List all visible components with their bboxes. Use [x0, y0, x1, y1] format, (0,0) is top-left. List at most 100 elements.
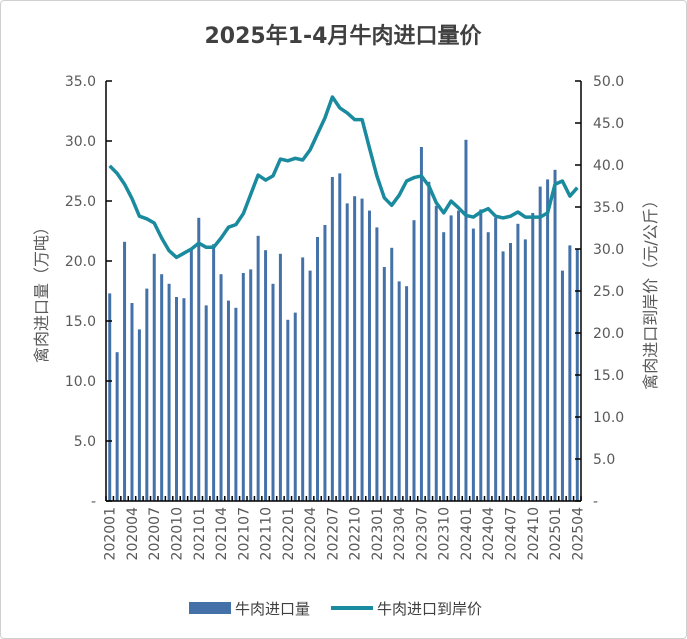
bar-202004	[130, 303, 134, 501]
left-axis-title: 禽肉进口量（万吨）	[32, 219, 51, 363]
right-tick-label: 5.0	[593, 452, 615, 468]
bar-202305	[405, 286, 409, 501]
x-tick-label: 202210	[348, 507, 364, 560]
bar-202003	[123, 241, 127, 502]
bar-202112	[278, 253, 282, 501]
bar-202002	[115, 352, 119, 501]
bar-202010	[175, 297, 179, 501]
bar-202301	[375, 227, 379, 501]
bar-202011	[182, 298, 186, 501]
right-tick-label: 25.0	[593, 284, 624, 300]
bar-202005	[137, 329, 141, 501]
right-tick-label: 30.0	[593, 242, 624, 258]
right-axis-title: 禽肉进口到岸价（元/公斤）	[641, 192, 660, 389]
x-tick-label: 202501	[548, 507, 564, 560]
right-tick-label: 35.0	[593, 200, 624, 216]
bar-202307	[419, 147, 423, 501]
bar-202405	[494, 217, 498, 502]
x-tick-label: 202307	[414, 507, 430, 560]
bar-202001	[108, 293, 112, 501]
bar-202212	[367, 210, 371, 501]
bar-202210	[353, 196, 357, 501]
bar-202308	[427, 181, 431, 502]
bar-202406	[501, 251, 505, 501]
bar-202101	[197, 217, 201, 502]
x-tick-label: 202201	[281, 507, 297, 560]
bar-202207	[330, 177, 334, 501]
bar-202302	[382, 267, 386, 501]
left-tick-label: 10.0	[65, 374, 96, 390]
bar-202408	[516, 223, 520, 502]
bar-202411	[538, 186, 542, 501]
x-tick-label: 202207	[325, 507, 341, 560]
x-tick-label: 202110	[259, 507, 275, 560]
bar-202208	[338, 173, 342, 501]
bar-202410	[531, 213, 535, 501]
bar-202401	[464, 139, 468, 502]
right-tick-label: -	[593, 494, 598, 510]
x-tick-label: 202304	[392, 507, 408, 561]
x-tick-label: 202101	[192, 507, 208, 560]
bar-202306	[412, 220, 416, 501]
bar-202202	[293, 312, 297, 501]
bar-202110	[264, 250, 268, 501]
bar-202409	[523, 239, 527, 501]
legend-line-label: 牛肉进口到岸价	[377, 600, 482, 618]
bar-202107	[241, 273, 245, 501]
bar-202211	[360, 198, 364, 501]
x-tick-label: 202301	[370, 507, 386, 560]
bar-202407	[508, 243, 512, 501]
bar-202201	[286, 319, 290, 501]
bar-202105	[226, 300, 230, 501]
bar-202503	[568, 245, 572, 501]
bar-202304	[397, 281, 401, 501]
x-tick-label: 202504	[570, 507, 586, 561]
x-tick-label: 202410	[526, 507, 542, 560]
bar-202403	[479, 209, 483, 501]
bar-202412	[546, 179, 550, 501]
x-tick-label: 202107	[236, 507, 252, 560]
price-line	[108, 95, 579, 260]
bar-202102	[204, 305, 208, 501]
bar-202501	[553, 169, 557, 502]
bar-202104	[219, 274, 223, 501]
bar-202303	[390, 247, 394, 501]
x-tick-label: 202310	[437, 507, 453, 560]
bar-202311	[449, 215, 453, 501]
bar-202309	[434, 205, 438, 502]
bar-202209	[345, 203, 349, 501]
left-tick-label: 5.0	[74, 434, 96, 450]
x-tick-label: 202401	[459, 507, 475, 560]
left-tick-label: 30.0	[65, 134, 96, 150]
bar-202502	[560, 270, 564, 501]
right-tick-label: 45.0	[593, 116, 624, 132]
right-tick-label: 15.0	[593, 368, 624, 384]
chart-title: 2025年1-4月牛肉进口量价	[205, 23, 483, 49]
x-tick-label: 202407	[503, 507, 519, 560]
right-tick-label: 10.0	[593, 410, 624, 426]
x-tick-label: 202001	[103, 507, 119, 560]
bar-202402	[471, 228, 475, 501]
x-tick-label: 202104	[214, 507, 230, 561]
bar-202312	[457, 210, 461, 501]
x-tick-label: 202204	[303, 507, 319, 561]
right-tick-label: 40.0	[593, 158, 624, 174]
legend-bar-swatch	[189, 602, 231, 614]
left-tick-label: -	[91, 494, 96, 510]
left-tick-label: 35.0	[65, 74, 96, 90]
bar-202205	[316, 237, 320, 501]
bar-202106	[234, 307, 238, 501]
legend-bar-label: 牛肉进口量	[235, 600, 310, 618]
bar-202103	[212, 244, 216, 501]
bar-202404	[486, 232, 490, 501]
x-tick-label: 202004	[125, 507, 141, 561]
left-tick-label: 25.0	[65, 194, 96, 210]
bar-202008	[160, 274, 164, 501]
bar-202206	[323, 225, 327, 501]
bar-202006	[145, 288, 149, 501]
bar-202012	[189, 249, 193, 501]
bar-202111	[271, 283, 275, 501]
bar-202204	[308, 270, 312, 501]
